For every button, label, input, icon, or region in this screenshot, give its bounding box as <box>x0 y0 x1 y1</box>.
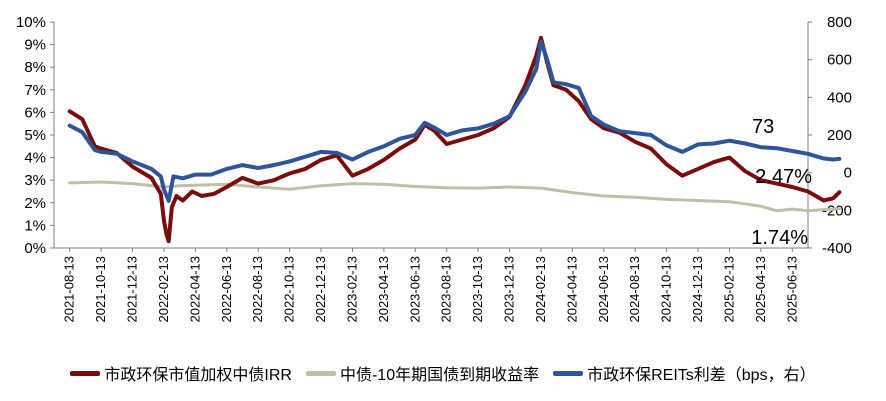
x-tick-label: 2024-10-13 <box>659 256 674 323</box>
x-tick-label: 2024-04-13 <box>564 256 579 323</box>
x-tick-label: 2023-08-13 <box>439 256 454 323</box>
x-tick-label: 2022-06-13 <box>219 256 234 323</box>
series-line-spread <box>67 39 842 203</box>
x-axis: 2021-08-13 2021-10-13 2021-12-13 2022-02-13… <box>54 247 808 323</box>
x-tick-label: 2021-12-13 <box>125 256 140 323</box>
x-tick-label: 2023-06-13 <box>407 256 422 323</box>
right-tick-label: 200 <box>827 127 852 144</box>
legend-swatch-cgb10y <box>305 370 336 376</box>
left-tick-label: 3% <box>24 172 46 189</box>
x-tick-label: 2023-12-13 <box>502 256 517 323</box>
right-tick-label: 600 <box>827 52 852 69</box>
x-tick-label: 2023-10-13 <box>470 256 485 323</box>
legend: 市政环保市值加权中债IRR 中债-10年期国债到期收益率 市政环保REITs利差… <box>0 356 886 390</box>
legend-label-spread: 市政环保REITs利差（bps，右） <box>587 367 816 384</box>
left-tick-label: 8% <box>24 59 46 76</box>
x-tick-label: 2024-06-13 <box>596 256 611 323</box>
annotation-label: 2.47% <box>755 166 812 188</box>
annotation-label: 73 <box>752 116 774 138</box>
x-tick-label: 2024-12-13 <box>690 256 705 323</box>
series-line-cgb10y <box>68 180 841 213</box>
x-tick-label: 2025-02-13 <box>721 256 736 323</box>
x-tick-label: 2021-08-13 <box>62 256 77 323</box>
x-tick-label: 2022-02-13 <box>156 256 171 323</box>
right-tick-label: -200 <box>822 202 852 219</box>
right-y-axis: -400 -200 0 200 400 600 800 <box>807 14 852 257</box>
left-tick-label: 6% <box>24 104 46 121</box>
legend-swatch-spread <box>553 370 584 376</box>
left-tick-label: 4% <box>24 150 46 167</box>
x-tick-label: 2024-02-13 <box>533 256 548 323</box>
legend-label-cgb10y: 中债-10年期国债到期收益率 <box>339 367 540 384</box>
x-tick-label: 2023-02-13 <box>344 256 359 323</box>
legend-swatch-irr <box>70 370 101 376</box>
right-tick-label: -400 <box>822 240 852 257</box>
annotation-layer: 73 2.47% 1.74% <box>751 116 812 249</box>
x-tick-label: 2022-04-13 <box>187 256 202 323</box>
x-tick-label: 2023-04-13 <box>376 256 391 323</box>
legend-item-spread: 市政环保REITs利差（bps，右） <box>553 361 816 385</box>
left-tick-label: 2% <box>24 195 46 212</box>
left-tick-label: 1% <box>24 217 46 234</box>
x-tick-label: 2024-08-13 <box>627 256 642 323</box>
series-line-irr <box>67 35 842 244</box>
annotation-label: 1.74% <box>751 227 808 249</box>
x-tick-label: 2022-08-13 <box>250 256 265 323</box>
legend-item-cgb10y: 中债-10年期国债到期收益率 <box>305 361 540 385</box>
left-tick-label: 10% <box>16 14 46 31</box>
x-tick-label: 2025-06-13 <box>784 256 799 323</box>
x-tick-label: 2021-10-13 <box>93 256 108 323</box>
left-y-axis: 0% 1% 2% 3% 4% 5% 6% 7% 8% 9% 10% <box>16 14 55 257</box>
x-tick-label: 2025-04-13 <box>753 256 768 323</box>
series-layer <box>67 35 842 244</box>
legend-item-irr: 市政环保市值加权中债IRR <box>70 361 292 385</box>
left-tick-label: 0% <box>24 240 46 257</box>
line-chart: 0% 1% 2% 3% 4% 5% 6% 7% 8% 9% 10% -400 -200 0 200 400 6… <box>16 14 852 323</box>
right-tick-label: 0 <box>844 165 852 182</box>
right-tick-label: 400 <box>827 89 852 106</box>
legend-label-irr: 市政环保市值加权中债IRR <box>104 367 292 384</box>
left-tick-label: 5% <box>24 127 46 144</box>
x-tick-label: 2022-10-13 <box>282 256 297 323</box>
x-tick-label: 2022-12-13 <box>313 256 328 323</box>
right-tick-label: 800 <box>827 14 852 31</box>
left-tick-label: 7% <box>24 82 46 99</box>
left-tick-label: 9% <box>24 37 46 54</box>
